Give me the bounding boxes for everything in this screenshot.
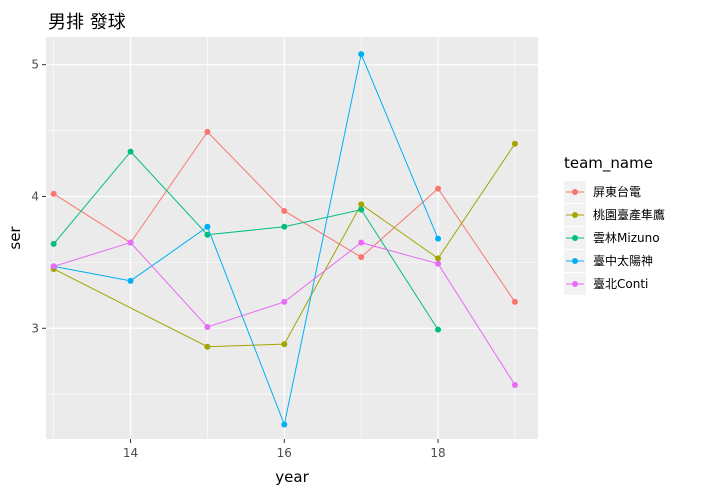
data-point — [50, 263, 57, 270]
data-point — [358, 201, 365, 208]
data-point — [435, 185, 442, 192]
series-line — [53, 150, 439, 330]
y-tick-label: 3 — [31, 321, 39, 335]
data-point — [204, 128, 211, 135]
series-line — [53, 143, 516, 348]
legend-key-point — [572, 212, 578, 218]
data-point — [204, 223, 211, 230]
data-point — [358, 239, 365, 246]
data-point — [281, 421, 288, 428]
data-point — [511, 140, 518, 147]
data-point — [281, 207, 288, 214]
y-tick-label: 4 — [31, 189, 39, 203]
y-tick-label: 5 — [31, 58, 39, 72]
data-point — [435, 326, 442, 333]
legend-label: 雲林Mizuno — [593, 231, 660, 245]
data-point — [204, 343, 211, 350]
chart-title: 男排 發球 — [48, 12, 126, 33]
data-point — [358, 254, 365, 261]
legend-label: 屏東台電 — [593, 184, 641, 199]
x-tick-label: 18 — [430, 446, 445, 460]
legend-title: team_name — [564, 154, 653, 173]
data-series — [50, 51, 518, 428]
plot-panel — [46, 37, 538, 439]
data-point — [358, 51, 365, 58]
legend-key-point — [572, 281, 578, 287]
data-point — [435, 260, 442, 267]
legend-key-point — [572, 235, 578, 241]
data-point — [50, 240, 57, 247]
data-point — [358, 206, 365, 213]
data-point — [127, 148, 134, 155]
series-group — [50, 239, 518, 388]
data-point — [435, 255, 442, 262]
data-point — [127, 277, 134, 284]
legend-label: 臺中太陽神 — [593, 253, 653, 268]
legend-label: 臺北Conti — [593, 276, 648, 291]
data-point — [204, 323, 211, 330]
axes: 14 16 18 3 4 5 — [31, 58, 445, 460]
data-point — [281, 223, 288, 230]
x-axis-title: year — [275, 468, 309, 486]
data-point — [281, 298, 288, 305]
legend-key-point — [572, 258, 578, 264]
series-line — [53, 52, 439, 427]
grid-lines — [46, 37, 538, 439]
data-point — [435, 235, 442, 242]
data-point — [511, 298, 518, 305]
y-axis-title: ser — [6, 226, 24, 250]
data-point — [127, 239, 134, 246]
legend-key-point — [572, 189, 578, 195]
data-point — [511, 381, 518, 388]
series-group — [50, 148, 442, 333]
x-tick-label: 14 — [123, 446, 138, 460]
x-tick-label: 16 — [277, 446, 292, 460]
legend-label: 桃園臺產隼鷹 — [593, 207, 665, 222]
data-point — [204, 231, 211, 238]
data-point — [50, 190, 57, 197]
data-point — [281, 341, 288, 348]
